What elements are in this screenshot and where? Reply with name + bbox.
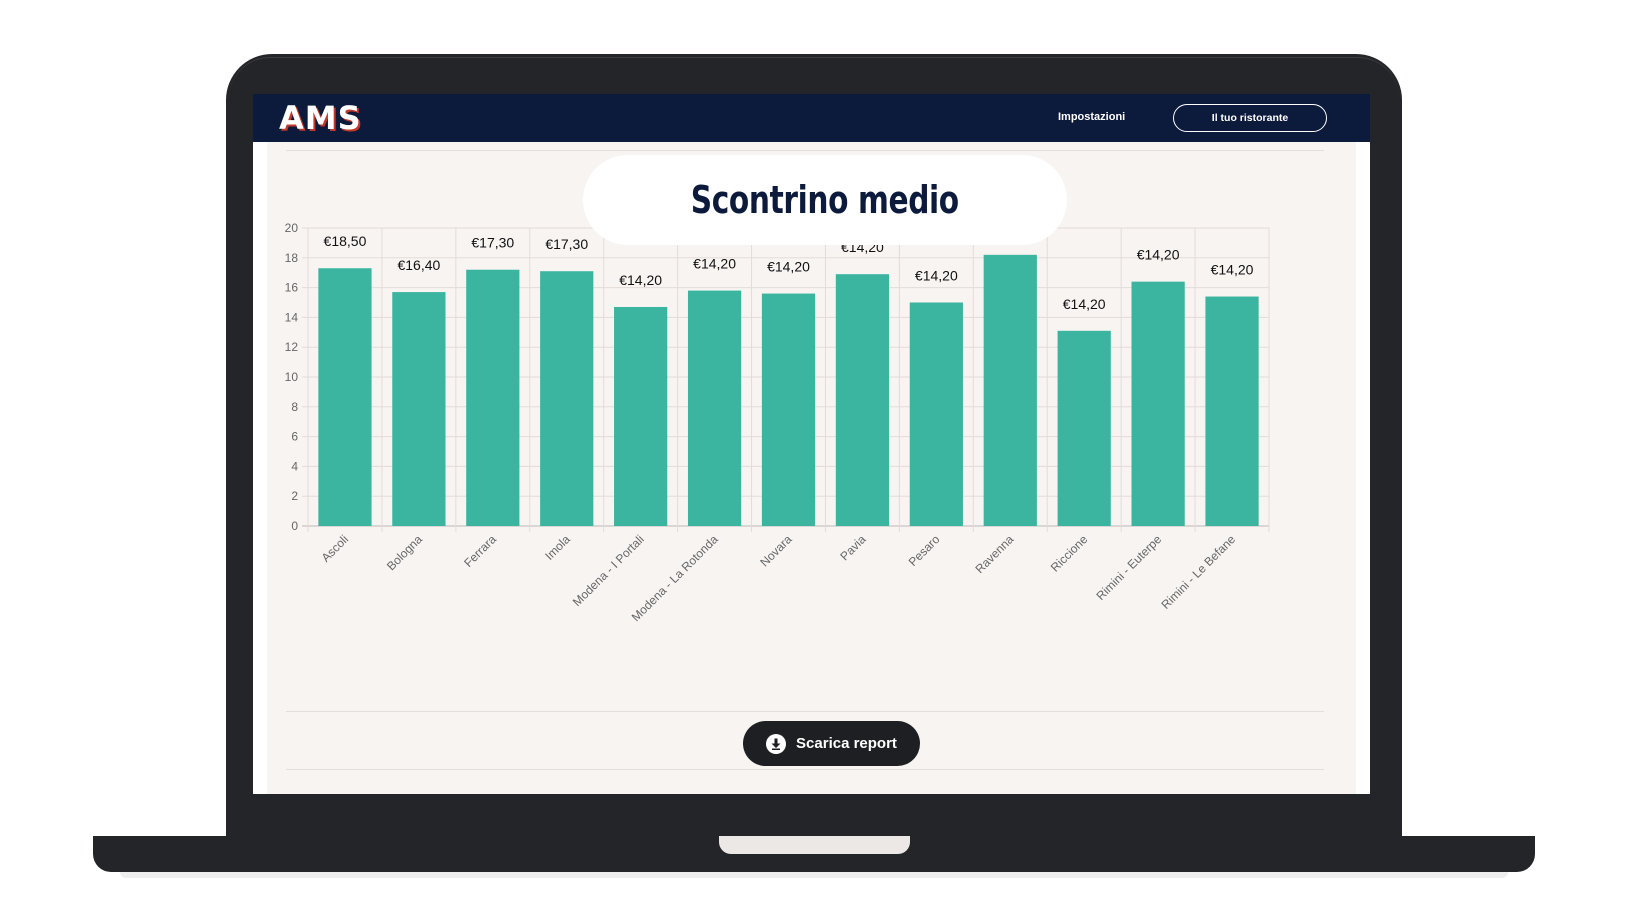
bar-value-label: €14,20 xyxy=(1063,296,1106,312)
app-header: AMS Impostazioni Il tuo ristorante xyxy=(253,94,1370,142)
nav-restaurant-button[interactable]: Il tuo ristorante xyxy=(1173,104,1327,132)
y-tick-label: 16 xyxy=(285,281,299,295)
report-panel: 0 2 4 6 8 10 12 14 16 18 20 €18,50 Ascoli €16,40 Bolog… xyxy=(267,142,1356,794)
download-icon xyxy=(766,733,787,754)
y-tick-label: 18 xyxy=(285,251,299,265)
laptop-screen: AMS Impostazioni Il tuo ristorante 0 2 4 6 8… xyxy=(253,94,1370,794)
bar-value-label: €14,20 xyxy=(1137,247,1180,263)
x-tick-label: Ascoli xyxy=(319,532,352,565)
x-tick-label: Imola xyxy=(542,532,573,563)
bar xyxy=(1057,330,1111,526)
bar xyxy=(835,274,890,526)
x-tick-label: Modena - I Portali xyxy=(570,532,647,609)
y-tick-label: 10 xyxy=(285,370,299,384)
x-tick-label: Rimini - Le Befane xyxy=(1158,532,1238,612)
y-tick-label: 14 xyxy=(285,310,299,324)
bar-value-label: €14,20 xyxy=(767,259,810,275)
bar-value-label: €14,20 xyxy=(1211,262,1254,278)
y-tick-label: 8 xyxy=(291,400,298,414)
laptop-trackpad-notch xyxy=(719,836,910,854)
bar xyxy=(761,293,816,526)
bar xyxy=(1131,281,1185,526)
bar-value-label: €17,30 xyxy=(471,235,514,251)
x-tick-label: Riccione xyxy=(1048,532,1091,575)
y-tick-label: 12 xyxy=(285,340,299,354)
chart-title: Scontrino medio xyxy=(690,178,959,222)
y-tick-label: 2 xyxy=(291,489,298,503)
x-tick-label: Rimini - Euterpe xyxy=(1094,532,1165,603)
laptop-base-shadow xyxy=(120,872,1508,878)
bottom-divider xyxy=(286,769,1324,770)
bar xyxy=(983,254,1037,526)
y-tick-label: 6 xyxy=(291,430,298,444)
x-tick-label: Novara xyxy=(757,532,794,569)
bar xyxy=(540,271,594,526)
bar xyxy=(392,292,446,526)
bar-value-label: €14,20 xyxy=(915,268,958,284)
average-ticket-bar-chart: 0 2 4 6 8 10 12 14 16 18 20 €18,50 Ascoli €16,40 Bolog… xyxy=(285,220,1270,624)
y-tick-label: 20 xyxy=(285,221,299,235)
nav-settings-link[interactable]: Impostazioni xyxy=(1058,111,1126,123)
bar-value-label: €14,20 xyxy=(693,256,736,272)
bar xyxy=(466,269,520,526)
bar-value-label: €17,30 xyxy=(545,236,588,252)
top-divider xyxy=(286,150,1324,151)
middle-divider xyxy=(286,711,1324,712)
download-report-label: Scarica report xyxy=(796,735,897,752)
bar-value-label: €14,20 xyxy=(619,272,662,288)
y-tick-label: 4 xyxy=(291,459,298,473)
chart-title-pill: Scontrino medio xyxy=(583,155,1067,245)
bar xyxy=(318,268,372,526)
y-tick-label: 0 xyxy=(291,519,298,533)
bar xyxy=(1205,296,1259,526)
x-tick-label: Bologna xyxy=(384,532,425,573)
bar xyxy=(614,306,668,526)
bar xyxy=(909,302,963,526)
bar-value-label: €16,40 xyxy=(397,257,440,273)
ams-logo[interactable]: AMS xyxy=(279,99,362,137)
x-tick-label: Pavia xyxy=(837,532,868,563)
bar xyxy=(687,290,742,526)
x-tick-label: Pesaro xyxy=(906,532,943,569)
x-tick-label: Ferrara xyxy=(461,532,499,570)
bar-value-label: €18,50 xyxy=(324,233,367,249)
download-report-button[interactable]: Scarica report xyxy=(743,721,920,766)
x-tick-label: Ravenna xyxy=(973,532,1017,576)
